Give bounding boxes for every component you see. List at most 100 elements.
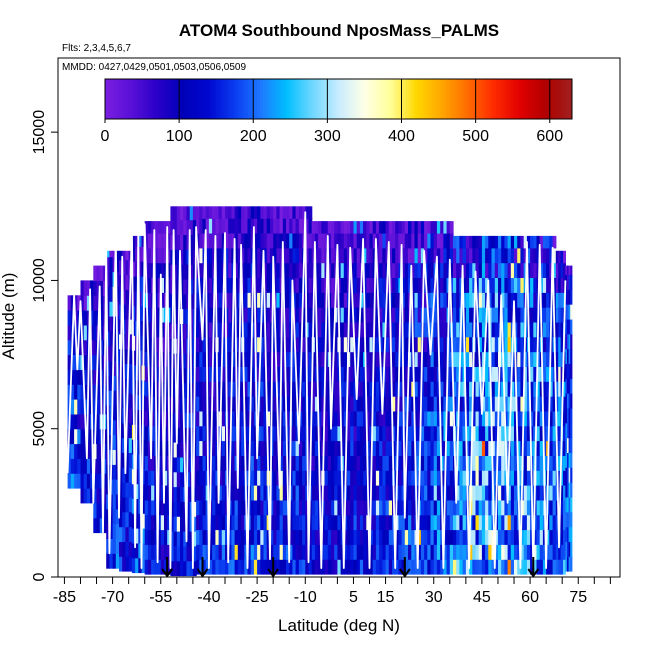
heatmap-cell (433, 233, 438, 249)
heatmap-cell (465, 381, 470, 397)
heatmap-cell (549, 381, 554, 397)
heatmap-cell (253, 455, 258, 471)
heatmap-cell (563, 366, 566, 382)
heatmap-cell (279, 425, 284, 442)
heatmap-cell (453, 336, 457, 353)
heatmap-cell (276, 233, 281, 249)
heatmap-cell (122, 274, 126, 290)
heatmap-cell (282, 544, 287, 560)
heatmap-cell (208, 514, 213, 531)
heatmap-cell (221, 470, 226, 486)
heatmap-cell (427, 425, 432, 442)
heatmap-cell (375, 366, 380, 382)
colorbar-segment (490, 79, 494, 119)
heatmap-cell (427, 366, 432, 382)
heatmap-cell (70, 295, 75, 311)
x-tick-label: -85 (53, 589, 76, 606)
colorbar-segment (265, 79, 269, 119)
heatmap-cell (568, 556, 571, 572)
heatmap-cell (570, 452, 573, 468)
heatmap-cell (408, 410, 412, 427)
heatmap-cell (343, 544, 348, 560)
heatmap-cell (331, 336, 335, 353)
heatmap-cell (443, 381, 448, 397)
heatmap-cell (215, 485, 220, 501)
heatmap-cell (192, 545, 197, 562)
heatmap-cell (558, 381, 562, 397)
heatmap-cell (276, 470, 281, 486)
colorbar-segment (487, 79, 491, 119)
heatmap-cell (337, 440, 342, 456)
heatmap-cell (279, 514, 284, 531)
heatmap-cell (321, 366, 326, 382)
heatmap-cell (202, 425, 207, 442)
heatmap-cell (218, 277, 223, 293)
heatmap-cell (80, 488, 85, 504)
heatmap-cell (80, 384, 85, 400)
heatmap-cell (157, 514, 162, 531)
heatmap-cell (215, 499, 220, 516)
heatmap-cell (555, 410, 559, 427)
heatmap-cell (430, 262, 435, 278)
heatmap-cell (334, 499, 338, 516)
heatmap-cell (128, 452, 133, 468)
heatmap-cell (112, 508, 117, 525)
heatmap-cell (231, 351, 236, 367)
heatmap-cell (176, 545, 181, 562)
heatmap-cell (392, 351, 396, 367)
heatmap-cell (215, 262, 220, 278)
heatmap-cell (555, 336, 559, 353)
heatmap-cell (241, 440, 245, 456)
heatmap-cell (417, 292, 422, 308)
heatmap-cell (170, 560, 175, 577)
heatmap-cell (504, 262, 509, 278)
heatmap-cell (469, 336, 473, 353)
heatmap-cell (498, 410, 502, 427)
heatmap-cell (350, 470, 354, 486)
heatmap-cell (436, 262, 441, 278)
heatmap-cell (401, 307, 406, 323)
heatmap-cell (241, 277, 245, 293)
heatmap-cell (282, 485, 287, 501)
heatmap-cell (523, 235, 528, 249)
heatmap-cell (260, 396, 265, 412)
heatmap-cell (453, 514, 457, 531)
heatmap-cell (276, 485, 281, 501)
heatmap-cell (350, 440, 354, 456)
heatmap-cell (106, 256, 110, 273)
heatmap-cell (459, 410, 464, 427)
heatmap-cell (289, 499, 293, 516)
heatmap-cell (305, 292, 310, 308)
heatmap-cell (469, 321, 473, 338)
heatmap-cell (433, 499, 438, 516)
heatmap-cell (99, 517, 104, 534)
heatmap-cell (311, 366, 316, 382)
heatmap-cell (228, 321, 232, 338)
heatmap-cell (131, 276, 136, 292)
heatmap-cell (196, 277, 200, 293)
heatmap-cell (244, 336, 249, 353)
heatmap-cell (314, 425, 319, 442)
heatmap-cell (491, 455, 496, 471)
heatmap-cell (536, 559, 541, 575)
heatmap-cell (485, 351, 489, 367)
heatmap-cell (395, 396, 399, 412)
heatmap-cell (523, 247, 528, 264)
heatmap-cell (106, 301, 110, 317)
heatmap-cell (523, 529, 528, 545)
heatmap-cell (404, 559, 409, 575)
colorbar-tick-label: 0 (101, 128, 110, 145)
heatmap-cell (514, 499, 518, 516)
heatmap-cell (237, 410, 242, 427)
heatmap-cell (446, 366, 451, 382)
heatmap-cell (555, 250, 559, 264)
colorbar-segment (248, 79, 252, 119)
heatmap-cell (295, 277, 300, 293)
heatmap-cell (257, 262, 261, 278)
heatmap-cell (218, 218, 223, 234)
heatmap-cell (302, 321, 306, 338)
heatmap-cell (77, 295, 82, 311)
heatmap-cell (379, 396, 383, 412)
heatmap-cell (263, 410, 268, 427)
heatmap-cell (122, 452, 126, 468)
